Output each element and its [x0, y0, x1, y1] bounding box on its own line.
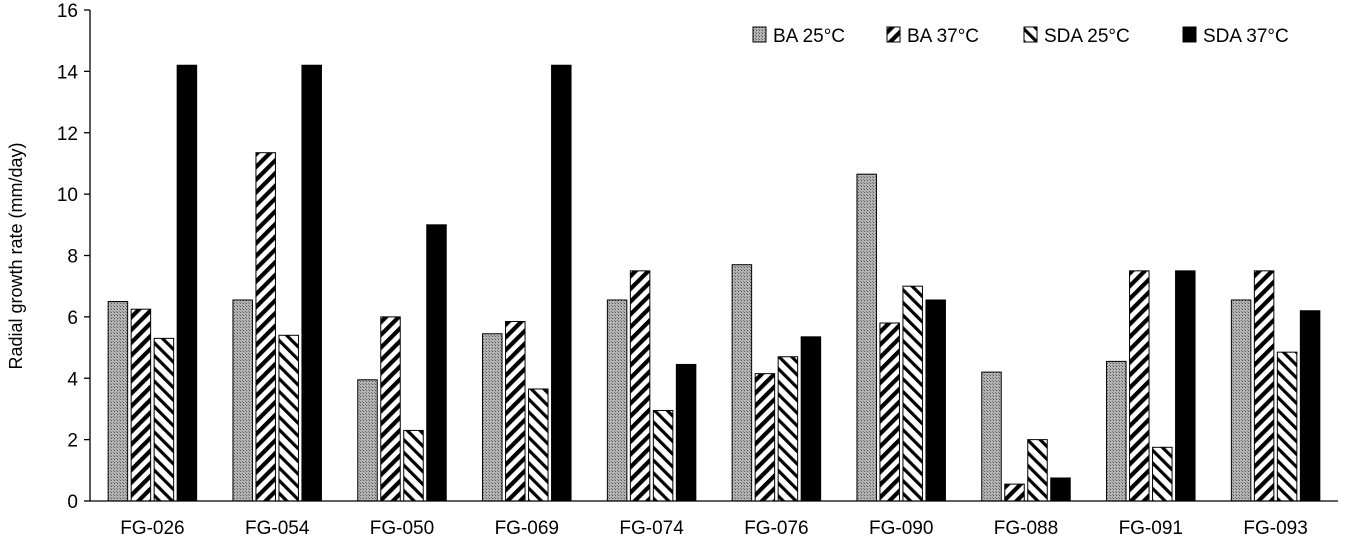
bar [675, 363, 697, 502]
bar [232, 299, 253, 502]
x-tick-label: FG-088 [994, 518, 1058, 539]
bar [107, 301, 129, 502]
bar [800, 336, 822, 502]
bar [255, 152, 276, 502]
bars [107, 64, 1321, 502]
y-tick-label: 4 [67, 369, 78, 390]
bar [902, 285, 923, 502]
bar [380, 316, 401, 502]
legend-label: BA 25°C [773, 26, 845, 47]
legend-swatch [752, 26, 767, 43]
bar [505, 320, 526, 502]
y-tick-label: 14 [57, 62, 79, 83]
bar [130, 308, 152, 502]
bar [1175, 270, 1196, 502]
bar [551, 64, 572, 502]
bar [176, 64, 198, 502]
bar [1129, 270, 1150, 502]
legend-swatch [1182, 26, 1197, 43]
bar [981, 371, 1002, 502]
x-axis-labels: FG-026 FG-054 FG-050 FG-069 FG-074 FG-076 FG-0… [120, 518, 1308, 539]
bar [301, 64, 322, 502]
y-tick-label: 0 [67, 492, 78, 513]
x-tick-label: FG-054 [245, 518, 310, 539]
legend-label: SDA 25°C [1044, 26, 1130, 47]
bar [1299, 310, 1321, 502]
x-tick-label: FG-093 [1243, 518, 1307, 539]
bar [856, 173, 877, 502]
x-tick-label: FG-069 [495, 518, 559, 539]
x-tick-label: FG-026 [120, 518, 184, 539]
bar [606, 299, 628, 502]
x-tick-label: FG-076 [744, 518, 808, 539]
x-tick-label: FG-091 [1119, 518, 1183, 539]
y-tick-label: 6 [67, 308, 78, 329]
bar [777, 356, 799, 502]
x-tick-label: FG-090 [869, 518, 933, 539]
y-tick-label: 2 [67, 431, 78, 452]
bar [1050, 477, 1071, 502]
bar [879, 322, 900, 502]
bar [357, 379, 378, 502]
bar [1230, 299, 1252, 502]
bar [1276, 351, 1298, 502]
bar [482, 333, 503, 502]
bar [629, 270, 651, 502]
legend-swatch [886, 26, 901, 43]
bar [1152, 446, 1173, 502]
y-tick-label: 12 [57, 124, 78, 145]
bar [1027, 439, 1048, 502]
bar [1106, 360, 1127, 502]
bar [426, 224, 447, 502]
x-tick-label: FG-050 [370, 518, 434, 539]
legend-swatch [1023, 26, 1038, 43]
legend: BA 25°C BA 37°C SDA 25°C SDA 37°C [752, 26, 1289, 47]
x-tick-label: FG-074 [619, 518, 684, 539]
bar [528, 388, 549, 502]
bar [403, 429, 424, 502]
y-axis-title: Radial growth rate (mm/day) [6, 142, 26, 369]
bar [1253, 270, 1275, 502]
legend-label: BA 37°C [907, 26, 979, 47]
y-tick-label: 10 [57, 185, 78, 206]
bar [925, 299, 946, 502]
bar [1004, 483, 1025, 502]
bar [754, 373, 776, 502]
bar [652, 409, 674, 502]
bar [278, 334, 299, 502]
bar [153, 337, 175, 502]
y-tick-label: 16 [57, 1, 78, 22]
y-tick-label: 8 [67, 247, 78, 268]
bar [731, 264, 753, 502]
y-axis-ticks: 0 2 4 6 8 10 12 14 16 [57, 1, 90, 513]
legend-label: SDA 37°C [1203, 26, 1289, 47]
